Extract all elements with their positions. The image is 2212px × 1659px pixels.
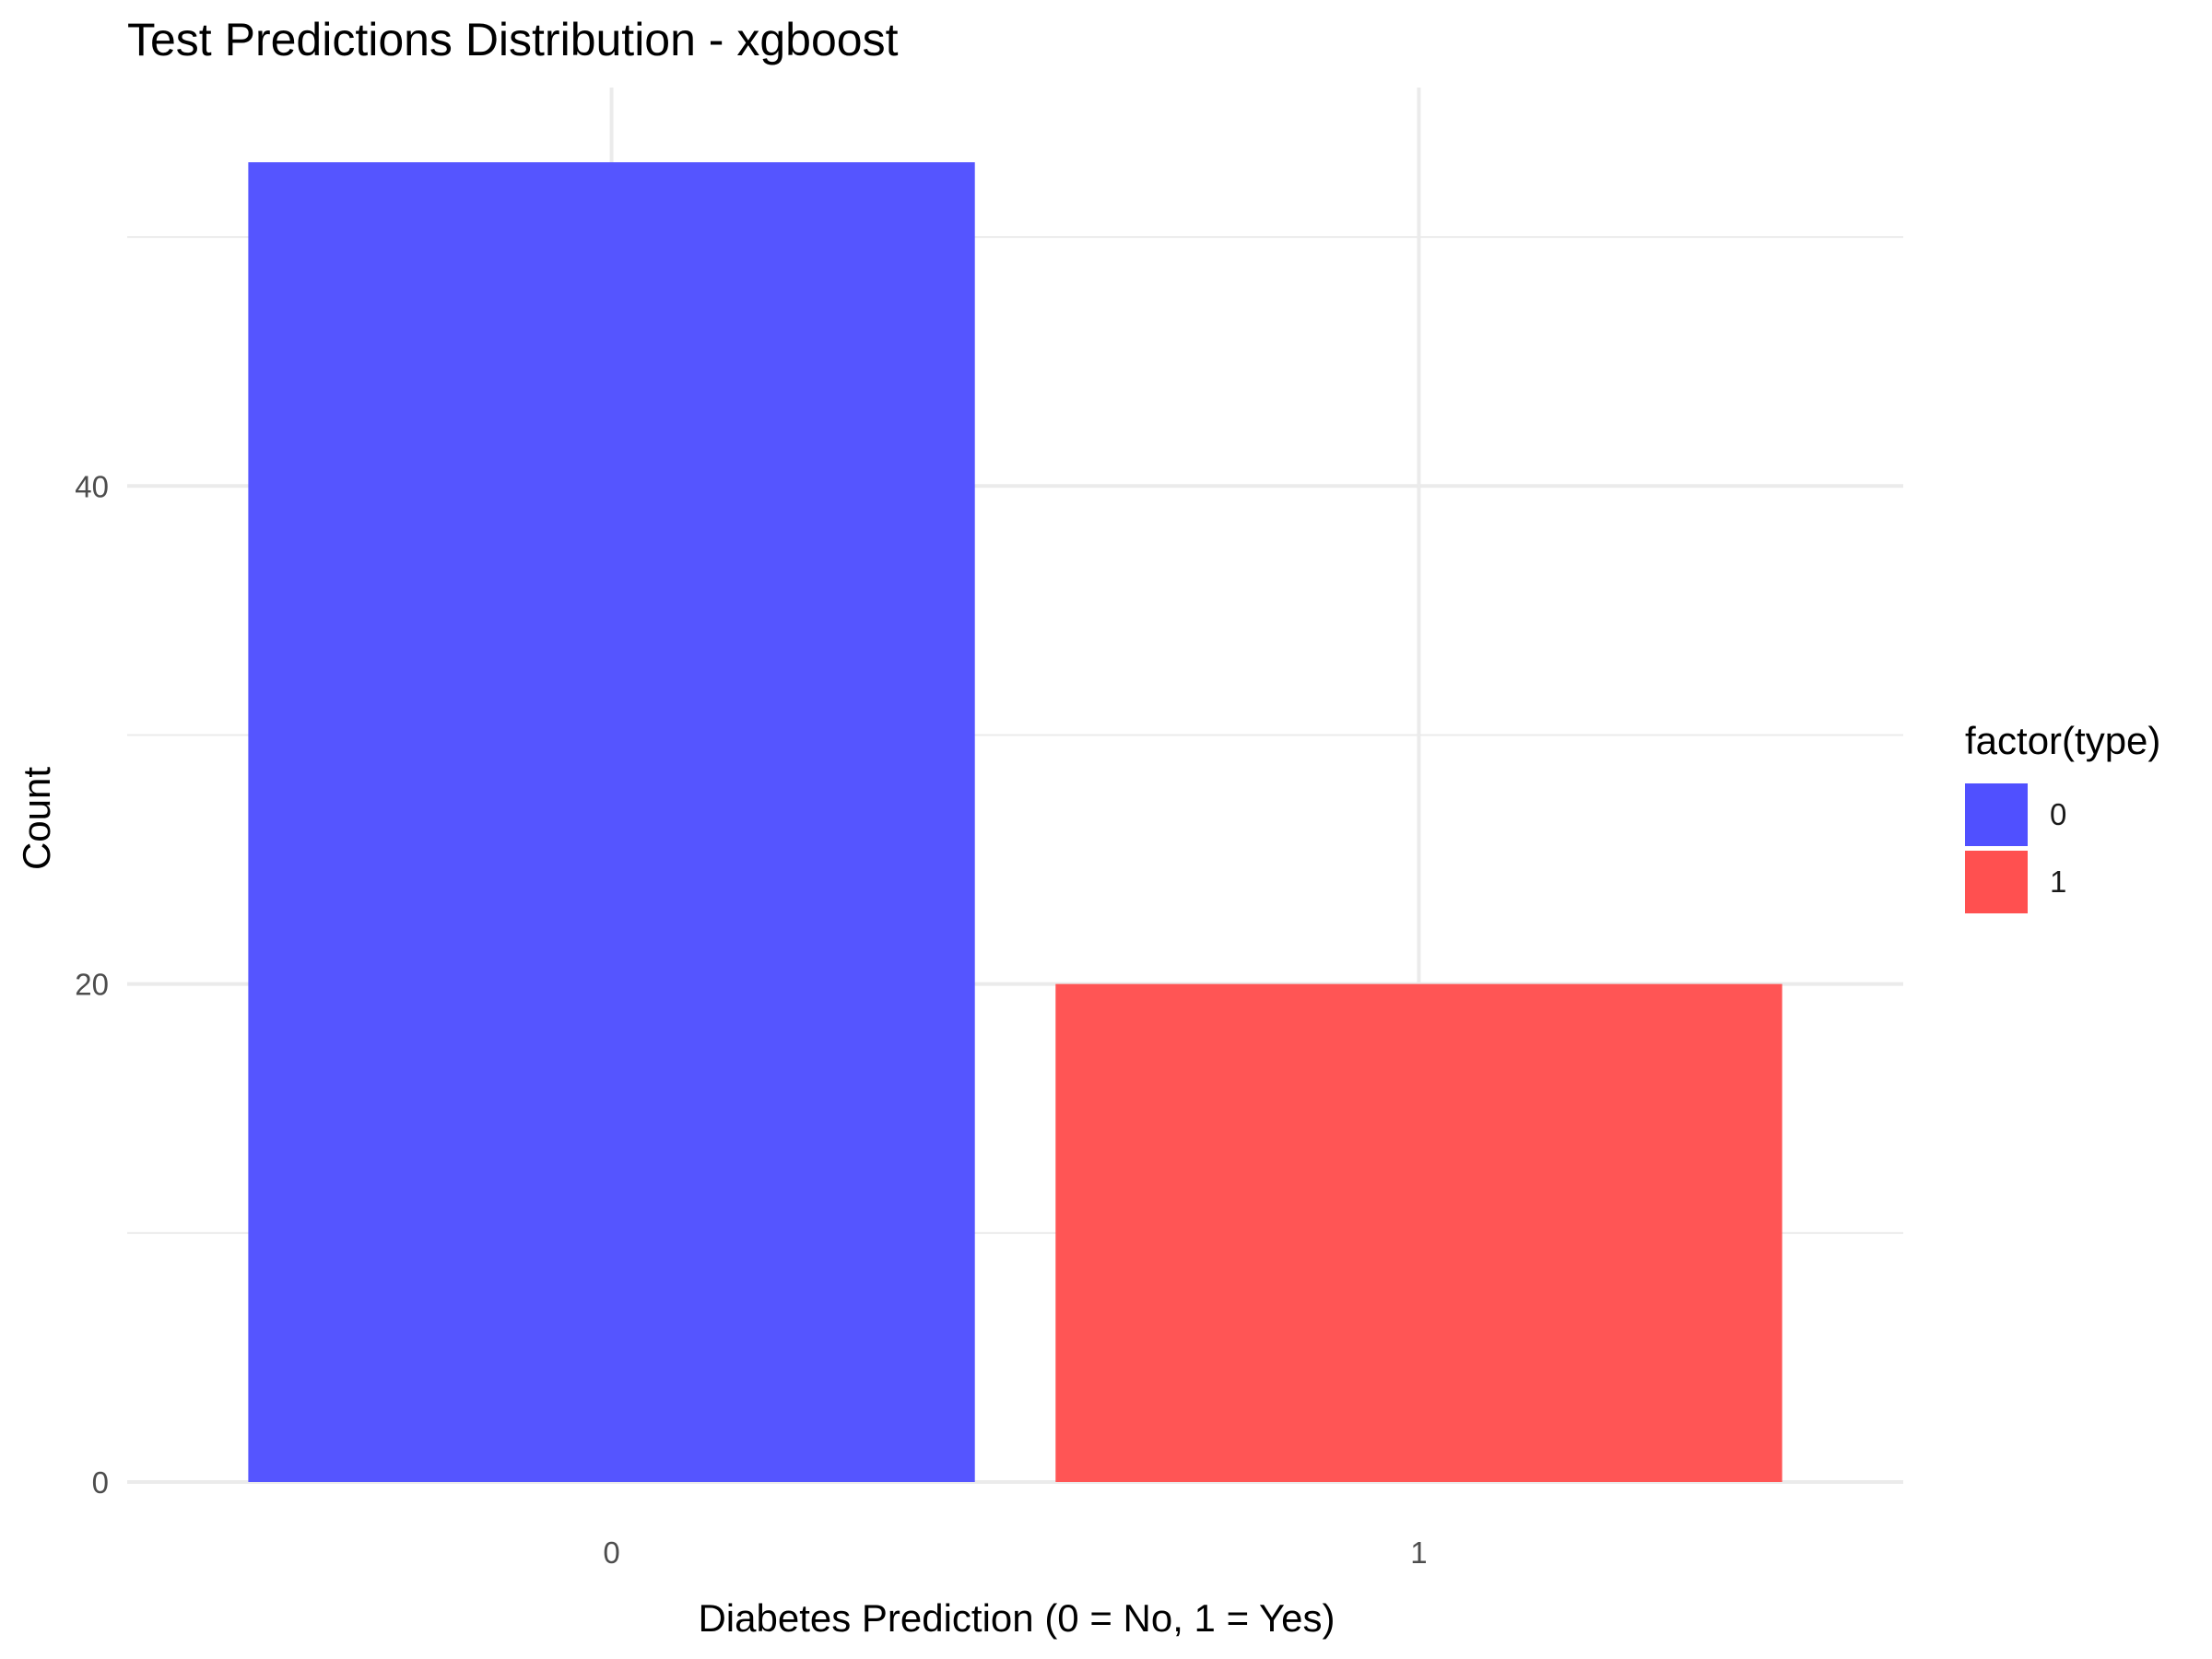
y-tick-label: 40 [75,469,109,503]
legend-key-1 [1965,851,2028,913]
chart-title: Test Predictions Distribution - xgboost [127,14,899,65]
bar-0 [248,162,975,1482]
legend-key-0 [1965,783,2028,846]
x-tick-label: 0 [603,1535,619,1570]
y-tick-label: 20 [75,968,109,1002]
legend-item-1: 1 [1965,851,2066,913]
legend-title: factor(type) [1965,719,2161,762]
legend-label-0: 0 [2050,797,2067,831]
bar-1 [1055,983,1783,1482]
legend-label-1: 1 [2050,865,2067,899]
x-axis-label: Diabetes Prediction (0 = No, 1 = Yes) [698,1596,1335,1640]
x-tick-label: 1 [1410,1535,1427,1570]
legend-item-0: 0 [1965,783,2066,846]
y-tick-labels: 0 20 40 [75,469,109,1500]
bars [248,162,1783,1482]
y-tick-label: 0 [92,1465,109,1500]
y-axis-label: Count [15,766,58,871]
